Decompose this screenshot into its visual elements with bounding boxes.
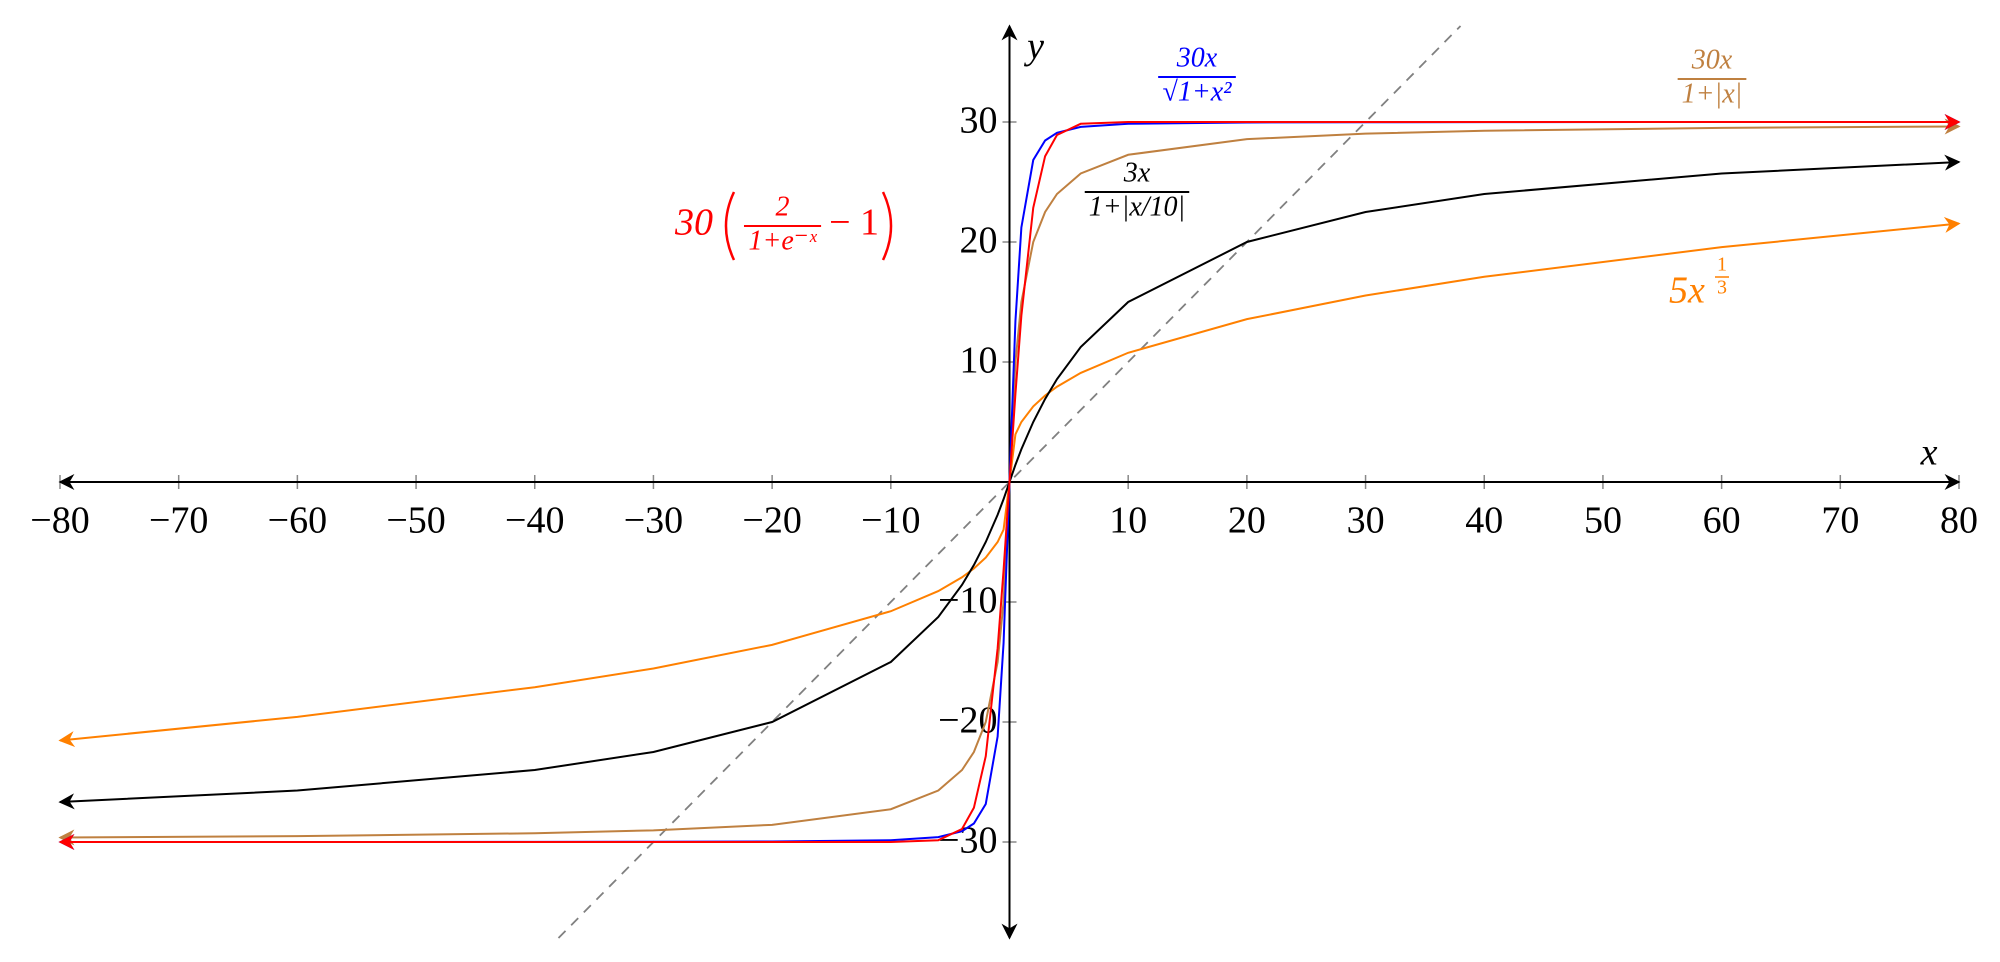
curve [58, 114, 1961, 850]
paren [724, 191, 736, 261]
curve-label: 30x√1+x² [1158, 42, 1236, 107]
x-tick-label: 70 [1821, 500, 1859, 542]
x-tick-label: −60 [268, 500, 327, 542]
y-tick-label: 30 [960, 100, 998, 142]
x-tick-label: −40 [505, 500, 564, 542]
label-denominator: 1+e⁻ˣ [749, 225, 818, 256]
label-numerator: 30x [1691, 44, 1733, 75]
x-axis-label: x [1920, 432, 1938, 474]
x-tick-label: 20 [1228, 500, 1266, 542]
x-tick-label: −70 [149, 500, 208, 542]
y-tick-label: 20 [960, 220, 998, 262]
curve-label: 30 21+e⁻ˣ − 1 [674, 191, 893, 261]
x-tick-label: 40 [1465, 500, 1503, 542]
label-numerator: 30x [1176, 42, 1218, 73]
paren [881, 191, 893, 261]
y-axis-label: y [1023, 26, 1044, 68]
y-tick-label: 10 [960, 340, 998, 382]
x-tick-label: 80 [1940, 500, 1978, 542]
x-tick-label: −30 [624, 500, 683, 542]
exp-denominator: 3 [1717, 277, 1727, 299]
x-tick-label: −50 [386, 500, 445, 542]
x-tick-label: −10 [861, 500, 920, 542]
x-tick-label: 10 [1109, 500, 1147, 542]
x-tick-label: 60 [1703, 500, 1741, 542]
curve-label: 3x1+|x/10| [1084, 157, 1190, 222]
x-tick-label: 50 [1584, 500, 1622, 542]
y-tick-label: −30 [938, 820, 997, 862]
label-denominator: 1+|x/10| [1089, 191, 1186, 222]
label-prefix: 5x [1669, 270, 1705, 312]
x-tick-label: 30 [1347, 500, 1385, 542]
x-tick-label: −80 [30, 500, 89, 542]
label-denominator: 1+|x| [1682, 78, 1743, 109]
exp-numerator: 1 [1717, 254, 1727, 276]
x-tick-label: −20 [742, 500, 801, 542]
label-numerator: 2 [776, 191, 790, 222]
curve-label: 5x 13 [1669, 254, 1729, 312]
label-suffix: − 1 [829, 202, 879, 244]
label-denominator: √1+x² [1162, 76, 1232, 107]
label-prefix: 30 [674, 202, 713, 244]
label-numerator: 3x [1123, 157, 1151, 188]
